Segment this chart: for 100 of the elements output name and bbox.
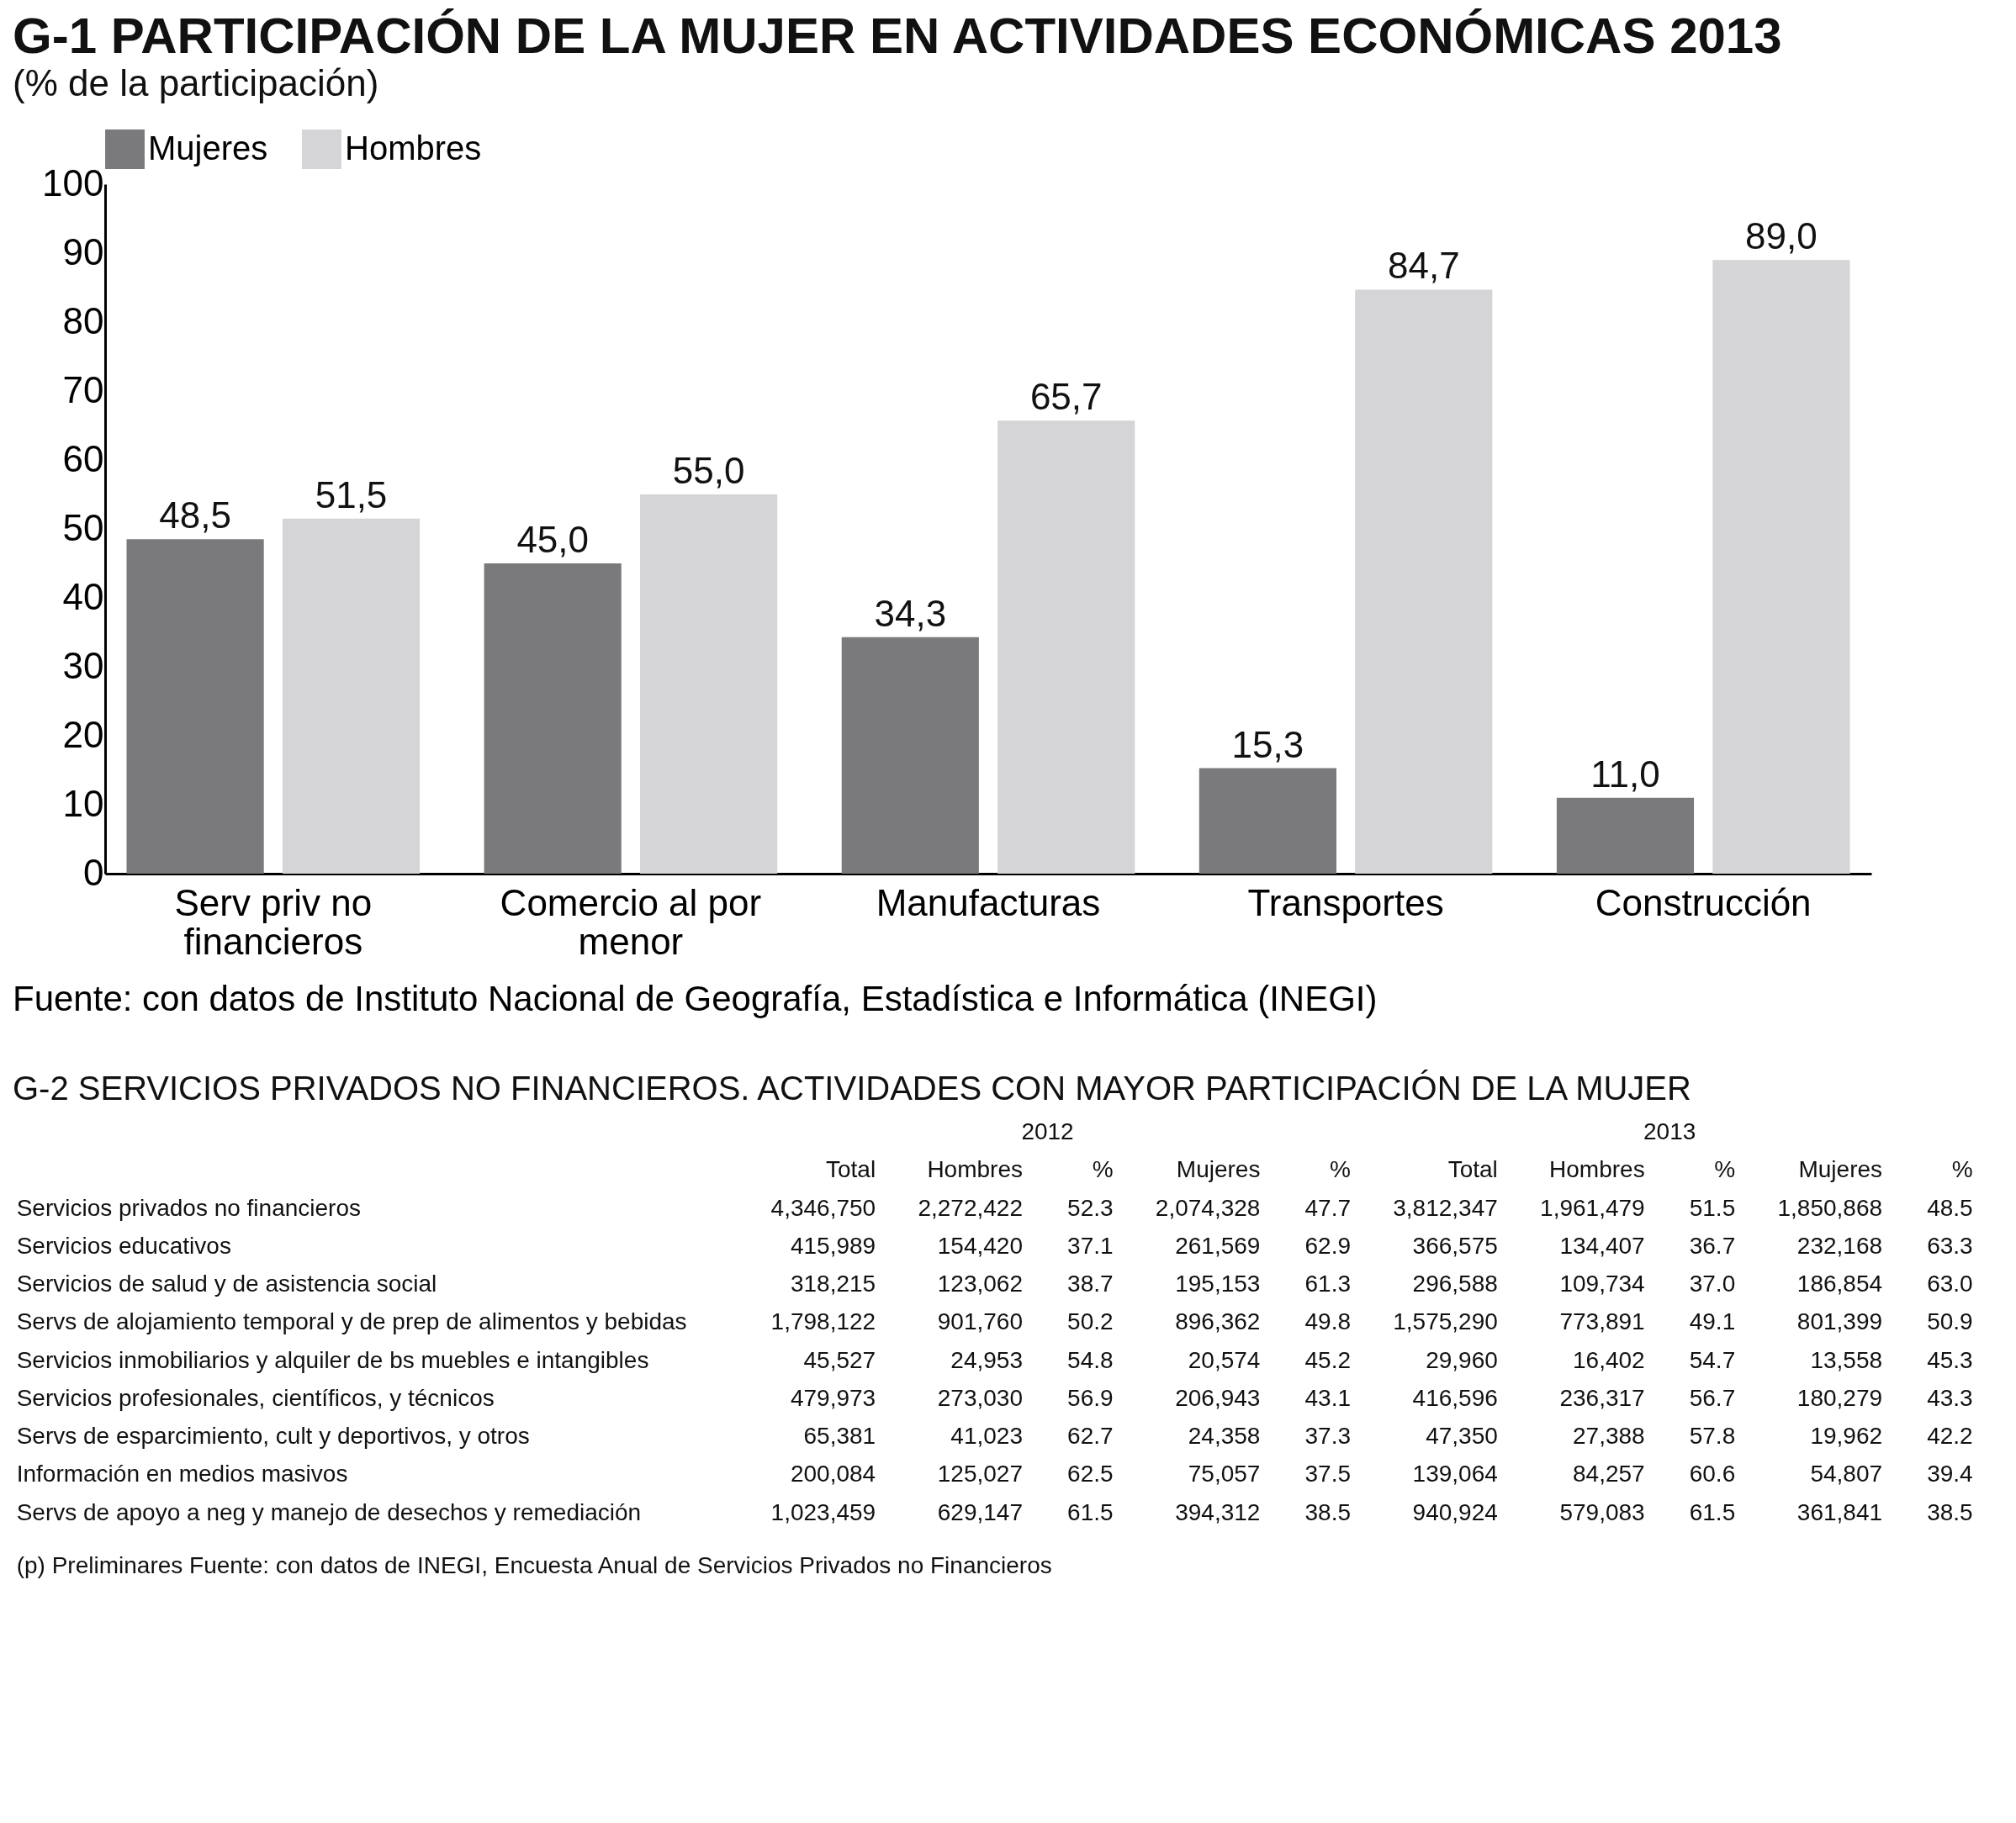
text: 109,734 [1559,1271,1645,1297]
text: 4,346,750 [770,1194,876,1221]
data-label: 84,7 [1387,245,1460,287]
x-tick-label: Comercio al por menor [500,881,762,962]
text: 195,153 [1175,1271,1261,1297]
text: 42.2 [1927,1423,1973,1450]
text: 200,084 [790,1461,876,1487]
text: 139,064 [1412,1461,1498,1487]
text: G-2 SERVICIOS PRIVADOS NO FINANCIEROS. ACTIVIDADES CON MAYOR PARTICIPACIÓN DE LA MUJER [13,1070,1691,1107]
text: 186,854 [1796,1271,1883,1297]
bar [1198,768,1336,874]
category-label: Servicios educativos [16,1232,231,1259]
bar [484,563,622,874]
text: 63.0 [1927,1271,1973,1297]
category-label: % [1714,1156,1736,1183]
text: 24,358 [1188,1423,1261,1450]
category-label: Mujeres [1798,1156,1883,1183]
text: 49.1 [1689,1308,1736,1335]
y-tick-label: 40 [62,575,104,617]
y-tick-label: 10 [62,782,104,824]
text: 134,407 [1559,1232,1645,1259]
text: 38.5 [1304,1498,1351,1525]
text: 206,943 [1175,1384,1261,1411]
text: 50.9 [1927,1308,1973,1335]
text: 39.4 [1927,1461,1973,1487]
text: 48.5 [1927,1194,1973,1221]
y-tick-label: 50 [62,506,104,548]
text: 47,350 [1426,1423,1498,1450]
data-label: 48,5 [159,494,231,536]
text: 54.8 [1067,1346,1114,1373]
text: 154,420 [937,1232,1023,1259]
text: 63.3 [1927,1232,1973,1259]
data-label: 34,3 [874,592,947,634]
category-label: Hombres [927,1156,1023,1183]
x-tick-label: Serv priv no financieros [174,881,373,962]
y-tick-label: 70 [62,368,104,410]
text: 47.7 [1304,1194,1351,1221]
text: 62.9 [1304,1232,1351,1259]
text: 50.2 [1067,1308,1114,1335]
text: 20,574 [1188,1346,1261,1373]
text: 62.7 [1067,1423,1114,1450]
x-tick-label: Transportes [1247,881,1444,923]
text: 45,527 [803,1346,876,1373]
text: 36.7 [1689,1232,1736,1259]
text: 49.8 [1304,1308,1351,1335]
text: 13,558 [1810,1346,1883,1373]
text: 415,989 [790,1232,876,1259]
bar [841,637,979,874]
data-label: 15,3 [1231,723,1304,765]
x-tick-label: Manufacturas [876,881,1101,923]
text: 27,388 [1573,1423,1645,1450]
text: 479,973 [790,1384,876,1411]
text: 45.3 [1927,1346,1973,1373]
text: 65,381 [803,1423,876,1450]
text: 38.7 [1067,1271,1114,1297]
text: 37.5 [1304,1461,1351,1487]
bar [126,539,264,874]
text: 54.7 [1689,1346,1736,1373]
category-label: Servs de apoyo a neg y manejo de desechos y remediación [16,1498,642,1525]
text: 361,841 [1796,1498,1883,1525]
category-label: Información en medios masivos [16,1461,348,1487]
bar [997,420,1135,874]
text: 37.1 [1067,1232,1114,1259]
y-tick-label: 90 [62,230,104,272]
text: 1,023,459 [770,1498,876,1525]
text: 123,062 [937,1271,1023,1297]
text: 54,807 [1810,1461,1883,1487]
category-label: % [1951,1156,1973,1183]
text: 61.5 [1689,1498,1736,1525]
text: 84,257 [1573,1461,1645,1487]
text: 394,312 [1175,1498,1261,1525]
text: 273,030 [937,1384,1023,1411]
text: 318,215 [790,1271,876,1297]
text: 416,596 [1412,1384,1498,1411]
category-label: % [1330,1156,1351,1183]
text: 1,850,868 [1777,1194,1883,1221]
text: 296,588 [1412,1271,1498,1297]
chart-subtitle: (% de la participación) [13,62,379,103]
text: 37.3 [1304,1423,1351,1450]
text: 579,083 [1559,1498,1645,1525]
data-label: 45,0 [516,519,590,560]
legend-label: Mujeres [148,129,268,166]
text: 41,023 [950,1423,1023,1450]
text: 2012 [1021,1118,1074,1145]
y-tick-label: 100 [42,161,104,203]
text: 773,891 [1559,1308,1645,1335]
y-tick-label: 0 [83,851,104,893]
chart-title: G-1 PARTICIPACIÓN DE LA MUJER EN ACTIVIDADES ECONÓMICAS 2013 [13,8,1782,64]
text: 2,272,422 [918,1194,1023,1221]
category-label: Total [1447,1156,1498,1183]
y-tick-label: 60 [62,437,104,479]
text: 61.5 [1067,1498,1114,1525]
category-label: Mujeres [1176,1156,1261,1183]
text: 51.5 [1689,1194,1736,1221]
text: 57.8 [1689,1423,1736,1450]
text: 2013 [1643,1118,1696,1145]
text: 43.3 [1927,1384,1973,1411]
category-label: Servicios privados no financieros [16,1194,361,1221]
category-label: Servs de esparcimiento, cult y deportivos, y otros [16,1423,530,1450]
data-label: 11,0 [1590,753,1660,795]
